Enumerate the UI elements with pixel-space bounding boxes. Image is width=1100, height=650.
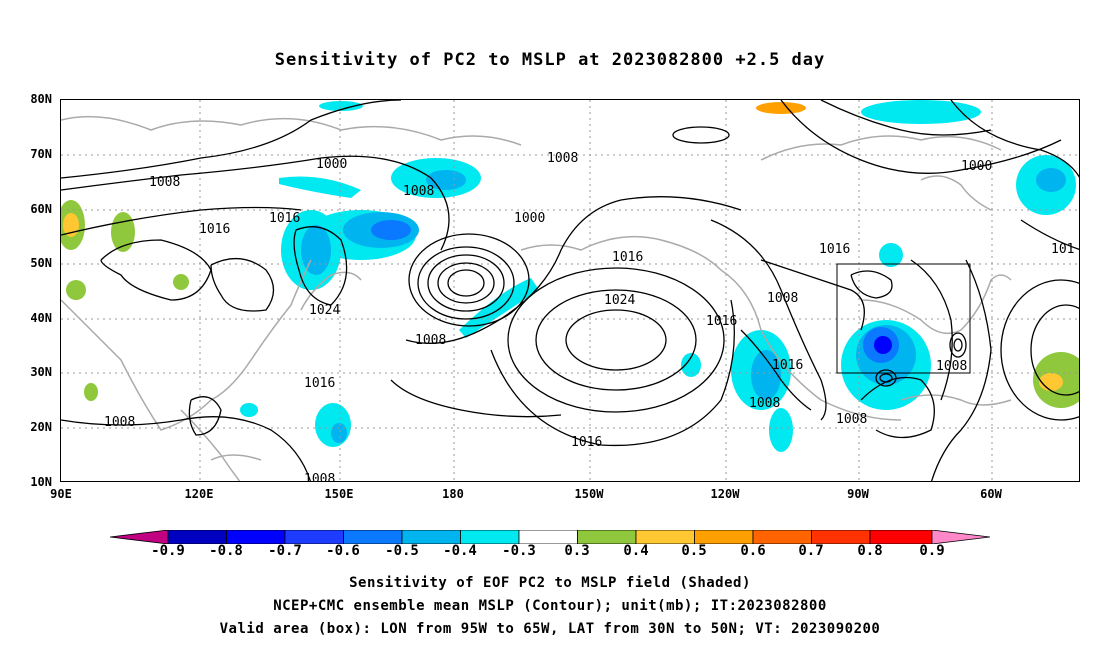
colorbar-label: 0.5 — [681, 543, 707, 559]
colorbar-label: 0.3 — [564, 543, 590, 559]
colorbar-segment — [811, 530, 871, 544]
lon-label-150e: 150E — [324, 487, 354, 501]
contour-label: 1024 — [309, 303, 340, 318]
caption-contour: NCEP+CMC ensemble mean MSLP (Contour); u… — [273, 598, 827, 614]
contour-label: 1016 — [819, 242, 850, 257]
colorbar-label: -0.5 — [385, 543, 419, 559]
lat-label-30n: 30N — [30, 365, 52, 379]
contour-label: 1016 — [269, 211, 300, 226]
contour-label: 1008 — [767, 291, 798, 306]
colorbar-segment — [577, 530, 637, 544]
colorbar-segment — [226, 530, 286, 544]
valid-area-box — [836, 263, 971, 374]
lat-label-60n: 60N — [30, 202, 52, 216]
contour-label: 1016 — [571, 435, 602, 450]
contour-label: 1008 — [104, 415, 135, 430]
colorbar — [110, 530, 990, 544]
contour-label: 1000 — [514, 211, 545, 226]
caption-shading: Sensitivity of EOF PC2 to MSLP field (Sh… — [349, 575, 751, 591]
colorbar-lower-triangle — [110, 530, 169, 544]
contour-label: 101 — [1051, 242, 1074, 257]
lat-label-80n: 80N — [30, 92, 52, 106]
colorbar-segment — [752, 530, 812, 544]
contour-label: 1000 — [961, 159, 992, 174]
lat-label-70n: 70N — [30, 147, 52, 161]
contour-label: 1008 — [149, 175, 180, 190]
contour-labels: 1000 1008 1008 1000 1008 1000 1016 1016 … — [104, 151, 1074, 482]
colorbar-segment — [401, 530, 461, 544]
map-canvas: 1000 1008 1008 1000 1008 1000 1016 1016 … — [61, 100, 1079, 482]
lon-label-120e: 120E — [184, 487, 214, 501]
colorbar-upper-triangle — [931, 530, 990, 544]
colorbar-label: -0.8 — [209, 543, 243, 559]
colorbar-segment — [460, 530, 520, 544]
colorbar-segment — [635, 530, 695, 544]
isobar-contours — [61, 100, 1079, 481]
lon-label-60w: 60W — [980, 487, 1002, 501]
lat-label-40n: 40N — [30, 311, 52, 325]
colorbar-label: 0.7 — [798, 543, 824, 559]
lat-label-20n: 20N — [30, 420, 52, 434]
contour-label: 1016 — [304, 376, 335, 391]
contour-label: 1008 — [403, 184, 434, 199]
contour-label: 1008 — [836, 412, 867, 427]
lon-label-120w: 120W — [710, 487, 740, 501]
lon-label-90w: 90W — [847, 487, 869, 501]
colorbar-label: 0.9 — [919, 543, 945, 559]
colorbar-label: -0.6 — [326, 543, 360, 559]
contour-label: 1008 — [936, 359, 967, 374]
lon-label-150w: 150W — [574, 487, 604, 501]
contour-label: 1008 — [304, 472, 335, 482]
colorbar-segment — [869, 530, 933, 544]
caption-valid-area: Valid area (box): LON from 95W to 65W, L… — [219, 621, 881, 637]
colorbar-label: 0.4 — [623, 543, 649, 559]
colorbar-segment — [167, 530, 227, 544]
contour-label: 1024 — [604, 293, 635, 308]
map-title: Sensitivity of PC2 to MSLP at 2023082800… — [274, 50, 826, 70]
sensitivity-shading — [61, 100, 1079, 452]
contour-label: 1016 — [199, 222, 230, 237]
lon-label-90e: 90E — [50, 487, 72, 501]
coastlines — [61, 115, 1012, 481]
colorbar-segment — [694, 530, 754, 544]
contour-label: 1016 — [612, 250, 643, 265]
colorbar-label: 0.6 — [740, 543, 766, 559]
contour-label: 1000 — [316, 157, 347, 172]
colorbar-label: 0.8 — [857, 543, 883, 559]
lat-label-10n: 10N — [30, 475, 52, 489]
contour-label: 1016 — [706, 314, 737, 329]
colorbar-label: -0.4 — [443, 543, 477, 559]
colorbar-label: -0.7 — [268, 543, 302, 559]
colorbar-segment — [518, 530, 578, 544]
contour-label: 1008 — [415, 333, 446, 348]
grid-lines — [61, 100, 1079, 481]
contour-label: 1008 — [749, 396, 780, 411]
contour-label: 1008 — [547, 151, 578, 166]
colorbar-segment — [284, 530, 344, 544]
contour-label: 1016 — [772, 358, 803, 373]
lat-label-50n: 50N — [30, 256, 52, 270]
colorbar-label: -0.9 — [151, 543, 185, 559]
colorbar-segment — [343, 530, 403, 544]
lon-label-180: 180 — [442, 487, 464, 501]
colorbar-label: -0.3 — [502, 543, 536, 559]
map-panel: 1000 1008 1008 1000 1008 1000 1016 1016 … — [60, 99, 1080, 482]
